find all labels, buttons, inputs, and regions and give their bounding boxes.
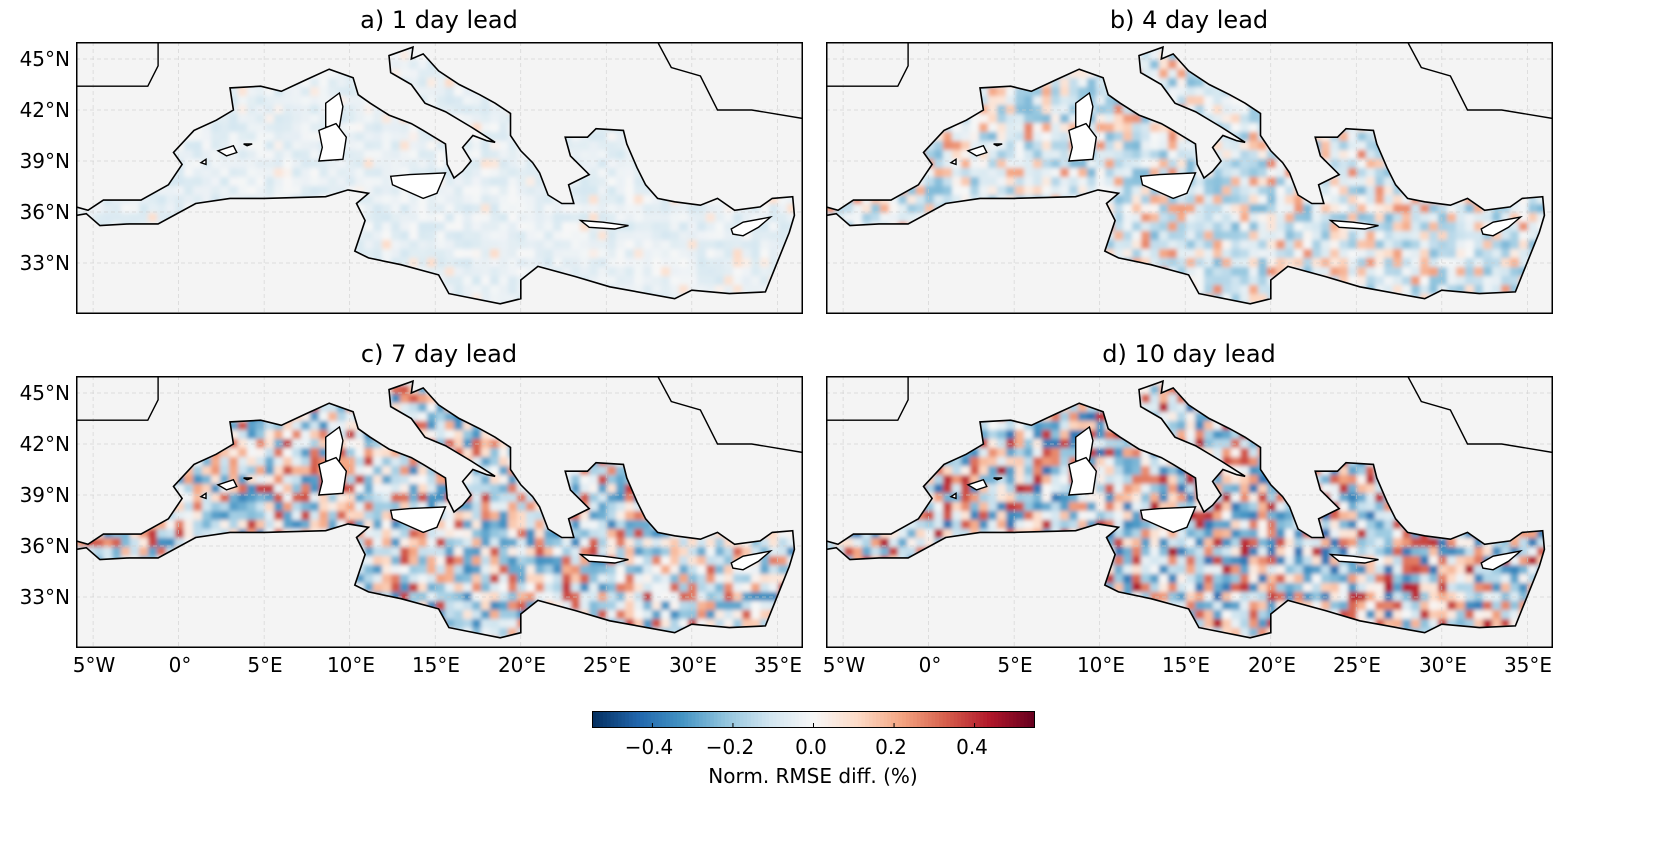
black-sea-coast	[1406, 42, 1553, 120]
colorbar-tick-02: 0.2	[875, 735, 907, 759]
island	[730, 215, 773, 237]
lon-tick-c-30e: 30°E	[668, 653, 718, 677]
lon-tick-d-10e: 10°E	[1076, 653, 1126, 677]
coastline	[826, 379, 1546, 639]
island	[578, 219, 629, 230]
lon-tick-d-15e: 15°E	[1161, 653, 1211, 677]
panel-title-d: d) 10 day lead	[1102, 340, 1276, 368]
map-panel-b	[826, 42, 1553, 314]
colorbar-tick-04: 0.4	[956, 735, 988, 759]
island	[1328, 219, 1379, 230]
atlantic-coast	[826, 42, 909, 87]
coastline	[826, 45, 1546, 305]
map-frame	[76, 42, 803, 314]
coastline	[76, 45, 796, 305]
island	[730, 549, 773, 571]
colorbar-tick-0: 0.0	[795, 735, 827, 759]
black-sea-coast	[656, 376, 803, 454]
map-frame	[826, 42, 1553, 314]
atlantic-coast	[76, 376, 159, 421]
island	[199, 491, 207, 500]
panel-title-c: c) 7 day lead	[360, 340, 518, 368]
lon-tick-d-0: 0°	[918, 653, 942, 677]
gridlines	[76, 42, 803, 314]
lat-tick-top-42: 42°N	[19, 98, 70, 122]
lon-tick-d-5e: 5°E	[997, 653, 1033, 677]
map-panel-a	[76, 42, 803, 314]
black-sea-coast	[1406, 376, 1553, 454]
map-frame	[826, 376, 1553, 648]
island	[389, 506, 447, 534]
lat-tick-bottom-36: 36°N	[19, 534, 70, 558]
island	[1328, 553, 1379, 564]
atlantic-coast	[826, 376, 909, 421]
colorbar	[592, 711, 1035, 728]
colorbar-tick-neg02: −0.2	[705, 735, 755, 759]
panel-title-b: b) 4 day lead	[1109, 6, 1269, 34]
lon-tick-c-10e: 10°E	[326, 653, 376, 677]
island	[578, 553, 629, 564]
lat-tick-top-39: 39°N	[19, 149, 70, 173]
lat-tick-top-33: 33°N	[19, 251, 70, 275]
coastline	[76, 379, 796, 639]
colorbar-label: Norm. RMSE diff. (%)	[708, 764, 918, 788]
island	[1067, 456, 1098, 496]
island	[993, 143, 1003, 147]
lon-tick-c-20e: 20°E	[497, 653, 547, 677]
black-sea-coast	[656, 42, 803, 120]
colorbar-tick-neg04: −0.4	[624, 735, 674, 759]
map-panel-c	[76, 376, 803, 648]
lon-tick-c-15e: 15°E	[411, 653, 461, 677]
island	[993, 477, 1003, 481]
island	[1067, 122, 1098, 162]
lat-tick-top-36: 36°N	[19, 200, 70, 224]
lon-tick-d-5w: 5°W	[822, 653, 866, 677]
island	[1139, 506, 1197, 534]
island	[243, 477, 253, 481]
gridlines	[826, 42, 1553, 314]
map-frame	[76, 376, 803, 648]
island	[389, 172, 447, 200]
lon-tick-d-30e: 30°E	[1418, 653, 1468, 677]
island	[317, 456, 348, 496]
atlantic-coast	[76, 42, 159, 87]
lon-tick-c-35e: 35°E	[753, 653, 803, 677]
lon-tick-d-20e: 20°E	[1247, 653, 1297, 677]
island	[949, 491, 957, 500]
lat-tick-bottom-33: 33°N	[19, 585, 70, 609]
panel-title-a: a) 1 day lead	[360, 6, 518, 34]
lon-tick-d-25e: 25°E	[1332, 653, 1382, 677]
lon-tick-d-35e: 35°E	[1503, 653, 1553, 677]
lon-tick-c-5e: 5°E	[247, 653, 283, 677]
island	[966, 478, 988, 491]
island	[243, 143, 253, 147]
lon-tick-c-25e: 25°E	[582, 653, 632, 677]
map-panel-d	[826, 376, 1553, 648]
island	[949, 157, 957, 166]
lat-tick-top-45: 45°N	[19, 47, 70, 71]
island	[966, 144, 988, 157]
island	[216, 478, 238, 491]
lat-tick-bottom-42: 42°N	[19, 432, 70, 456]
lon-tick-c-0: 0°	[168, 653, 192, 677]
lat-tick-bottom-39: 39°N	[19, 483, 70, 507]
island	[216, 144, 238, 157]
island	[199, 157, 207, 166]
lat-tick-bottom-45: 45°N	[19, 381, 70, 405]
island	[1139, 172, 1197, 200]
island	[1480, 215, 1523, 237]
island	[317, 122, 348, 162]
lon-tick-c-5w: 5°W	[72, 653, 116, 677]
island	[1480, 549, 1523, 571]
gridlines	[76, 376, 803, 648]
